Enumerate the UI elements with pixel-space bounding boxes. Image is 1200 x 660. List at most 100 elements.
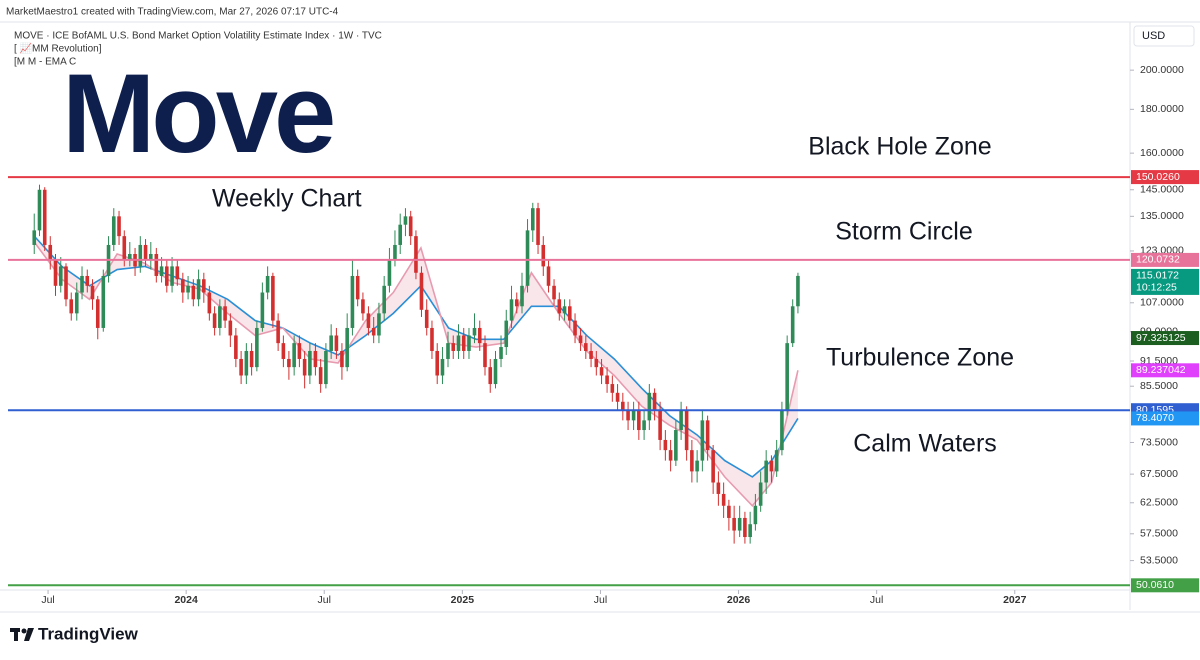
candle-body <box>626 410 630 421</box>
price-marker-box <box>1131 363 1199 378</box>
candle-body <box>467 335 471 351</box>
candle-body <box>271 275 275 321</box>
y-tick-label: 62.5000 <box>1140 497 1178 509</box>
candle-body <box>727 505 731 518</box>
candle-body <box>181 279 185 293</box>
candle-body <box>350 275 355 328</box>
annotation: Weekly Chart <box>212 185 362 213</box>
price-marker-label: 89.237042 <box>1136 364 1186 376</box>
candle-body <box>658 410 662 440</box>
x-tick-label: Jul <box>870 594 883 606</box>
level-label: 50.0610 <box>1136 579 1174 591</box>
x-tick-label: Jul <box>318 594 331 606</box>
candle-body <box>138 244 143 267</box>
logo-part <box>14 628 18 641</box>
candle-body <box>53 260 58 286</box>
candle-body <box>748 524 752 538</box>
level-label: 120.0732 <box>1136 254 1180 266</box>
candle-body <box>154 253 159 276</box>
candle-body <box>424 309 429 328</box>
candle-body <box>74 292 79 314</box>
y-tick-label: 107.0000 <box>1140 297 1184 309</box>
candle-body <box>324 350 328 385</box>
candle-body <box>117 216 121 237</box>
candle-body <box>774 450 779 472</box>
candle-body <box>631 410 636 421</box>
candle-body <box>743 517 747 538</box>
candle-body <box>615 392 620 402</box>
price-marker-label: 97.325125 <box>1136 332 1186 344</box>
candle-body <box>249 350 254 368</box>
y-tick-label: 180.0000 <box>1140 103 1184 115</box>
candle-body <box>578 335 583 344</box>
indicator-label: [M M - EMA C <box>14 57 76 68</box>
candle-body <box>461 335 466 351</box>
candle-body <box>48 244 53 261</box>
level-box <box>1131 252 1199 267</box>
y-tick-label: 200.0000 <box>1140 64 1184 76</box>
candle-body <box>732 517 736 531</box>
candle-body <box>642 420 646 431</box>
attribution: MarketMaestro1 created with TradingView.… <box>6 7 339 18</box>
candle-body <box>58 266 63 286</box>
candle-body <box>621 401 625 411</box>
candle-body <box>239 358 243 376</box>
currency-box[interactable] <box>1133 25 1195 47</box>
candle-body <box>711 450 715 483</box>
candle-body <box>265 275 270 293</box>
candle-body <box>610 384 615 393</box>
level-box <box>1131 170 1199 185</box>
candle-body <box>700 420 705 461</box>
candle-body <box>546 266 551 286</box>
candle-body <box>674 430 678 461</box>
currency: USD <box>1142 30 1165 42</box>
candle-body <box>456 335 461 351</box>
candle-body <box>552 285 556 300</box>
candle-body <box>340 350 344 368</box>
ema-line <box>33 241 799 507</box>
indicator-label: [ 📈MM Revolution] <box>14 42 102 55</box>
candle-body <box>80 275 84 293</box>
candle-body <box>514 299 519 307</box>
candle-body <box>90 285 95 300</box>
candle-body <box>780 410 784 451</box>
x-tick-label: Jul <box>594 594 607 606</box>
annotation: Calm Waters <box>853 430 997 458</box>
candle-body <box>414 236 418 273</box>
candle-body <box>148 253 153 261</box>
candle-body <box>276 320 280 344</box>
candle-body <box>297 343 302 359</box>
candle-body <box>679 410 683 431</box>
candle-body <box>758 482 763 506</box>
candle-body <box>764 460 768 483</box>
candle-body <box>483 343 487 368</box>
candle-body <box>159 266 164 276</box>
level-label: 150.0260 <box>1136 171 1180 183</box>
candle-body <box>557 299 562 314</box>
candle-body <box>573 320 577 336</box>
candle-body <box>234 335 238 359</box>
candle-body <box>446 343 450 359</box>
candle-body <box>393 244 397 261</box>
candle-body <box>292 343 296 368</box>
candle-body <box>716 482 721 494</box>
candle-body <box>737 517 742 531</box>
candle-body <box>509 299 514 321</box>
candle-body <box>69 299 74 314</box>
candle-body <box>382 285 386 314</box>
candle-body <box>652 392 657 411</box>
y-tick-label: 85.5000 <box>1140 380 1178 392</box>
candle-body <box>143 244 148 261</box>
candle-body <box>101 275 106 328</box>
candle-body <box>790 306 795 344</box>
candle-body <box>228 320 233 336</box>
price-marker-box <box>1131 331 1199 346</box>
candle-body <box>255 327 259 368</box>
candle-body <box>95 299 100 328</box>
annotation: Black Hole Zone <box>808 133 991 161</box>
y-tick-label: 57.5000 <box>1140 528 1178 540</box>
logo-part <box>24 628 34 641</box>
candle-body <box>637 410 641 431</box>
candle-body <box>536 208 540 245</box>
